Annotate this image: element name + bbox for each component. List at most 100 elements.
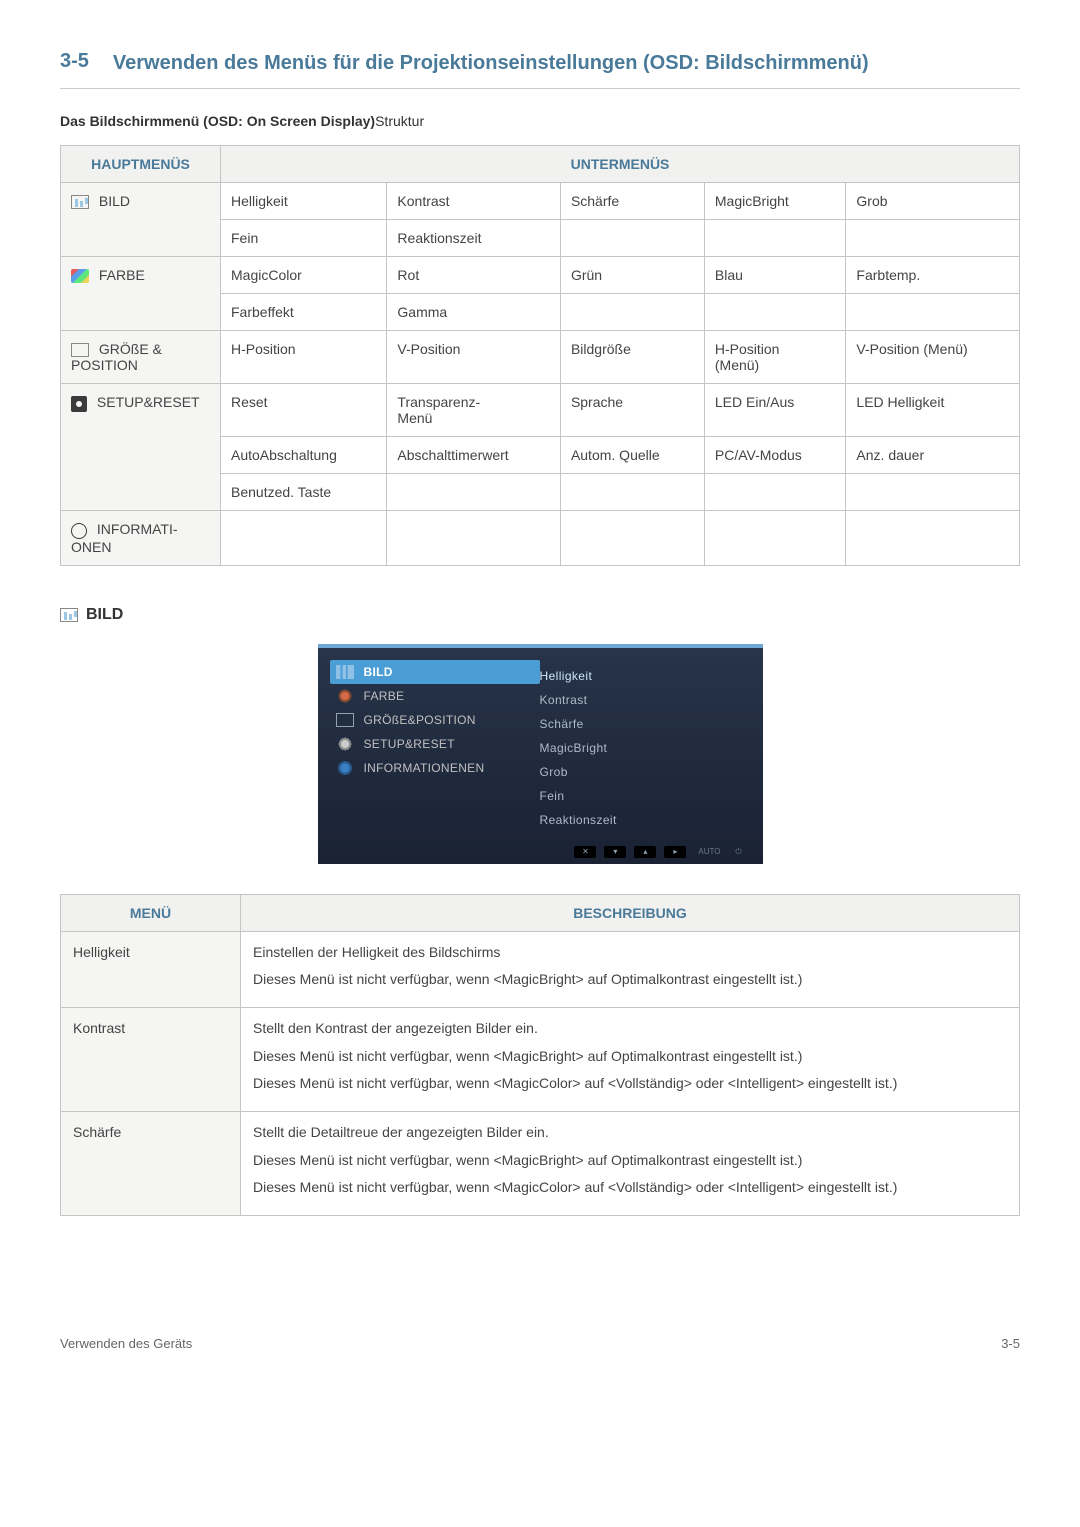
submenu-cell: Blau <box>704 257 846 294</box>
gear-icon <box>336 737 354 751</box>
main-menu-cell: GRÖßE &POSITION <box>61 331 221 384</box>
main-menu-cell: INFORMATI-ONEN <box>61 511 221 565</box>
submenu-cell: V-Position <box>387 331 561 384</box>
osd-right-menu: HelligkeitKontrastSchärfeMagicBrightGrob… <box>540 660 745 834</box>
submenu-cell <box>221 511 387 565</box>
submenu-cell: Abschalttimerwert <box>387 437 561 474</box>
section-title: Verwenden des Menüs für die Projektionse… <box>113 50 869 76</box>
th-main: HAUPTMENÜS <box>61 146 221 183</box>
osd-nav-key[interactable]: ▸ <box>664 846 686 858</box>
osd-nav-key[interactable]: ▾ <box>604 846 626 858</box>
submenu-cell: Bildgröße <box>560 331 704 384</box>
submenu-cell <box>560 474 704 511</box>
osd-menu-item[interactable]: FARBE <box>330 684 540 708</box>
submenu-cell: AutoAbschaltung <box>221 437 387 474</box>
circle-icon <box>336 689 354 703</box>
bild-label-text: BILD <box>86 606 123 624</box>
description-table: MENÜ BESCHREIBUNG HelligkeitEinstellen d… <box>60 894 1020 1217</box>
submenu-cell <box>387 474 561 511</box>
gear-icon <box>71 396 87 412</box>
submenu-cell: Anz. dauer <box>846 437 1020 474</box>
bars-icon <box>336 665 354 679</box>
th-sub: UNTERMENÜS <box>221 146 1020 183</box>
desc-text-cell: Einstellen der Helligkeit des Bildschirm… <box>241 931 1020 1007</box>
footer-left: Verwenden des Geräts <box>60 1336 192 1351</box>
bars-icon <box>71 195 89 209</box>
info-icon <box>71 523 87 539</box>
submenu-cell <box>846 294 1020 331</box>
submenu-cell: Fein <box>221 220 387 257</box>
submenu-cell: Benutzed. Taste <box>221 474 387 511</box>
submenu-cell: Grün <box>560 257 704 294</box>
structure-subheading: Das Bildschirmmenü (OSD: On Screen Displ… <box>60 113 1020 129</box>
osd-left-menu: BILDFARBEGRÖßE&POSITIONSETUP&RESETINFORM… <box>330 660 540 834</box>
submenu-cell <box>704 220 846 257</box>
osd-auto-key[interactable]: AUTO <box>694 846 724 858</box>
desc-menu-cell: Kontrast <box>61 1007 241 1111</box>
submenu-cell: Farbtemp. <box>846 257 1020 294</box>
submenu-cell: PC/AV-Modus <box>704 437 846 474</box>
submenu-cell: LED Ein/Aus <box>704 384 846 437</box>
submenu-cell: Reset <box>221 384 387 437</box>
submenu-cell: Farbeffekt <box>221 294 387 331</box>
osd-submenu-item[interactable]: MagicBright <box>540 738 745 762</box>
main-menu-cell: FARBE <box>61 257 221 331</box>
desc-menu-cell: Helligkeit <box>61 931 241 1007</box>
submenu-cell: H-Position <box>221 331 387 384</box>
osd-power-key[interactable]: ⏻ <box>733 846 745 858</box>
osd-panel: BILDFARBEGRÖßE&POSITIONSETUP&RESETINFORM… <box>318 644 763 864</box>
submenu-cell: Autom. Quelle <box>560 437 704 474</box>
subheading-light: Struktur <box>375 113 424 129</box>
desc-text-cell: Stellt die Detailtreue der angezeigten B… <box>241 1112 1020 1216</box>
osd-submenu-item[interactable]: Helligkeit <box>540 666 745 690</box>
submenu-cell <box>846 511 1020 565</box>
osd-submenu-item[interactable]: Fein <box>540 786 745 810</box>
desc-text-cell: Stellt den Kontrast der angezeigten Bild… <box>241 1007 1020 1111</box>
bild-section-label: BILD <box>60 606 1020 624</box>
submenu-cell: V-Position (Menü) <box>846 331 1020 384</box>
osd-footer: ✕ ▾ ▴ ▸ AUTO ⏻ <box>330 846 745 858</box>
th-menu: MENÜ <box>61 894 241 931</box>
osd-submenu-item[interactable]: Schärfe <box>540 714 745 738</box>
main-menu-cell: SETUP&RESET <box>61 384 221 511</box>
arrows-icon <box>71 343 89 357</box>
submenu-cell: H-Position(Menü) <box>704 331 846 384</box>
submenu-cell: MagicColor <box>221 257 387 294</box>
submenu-cell: LED Helligkeit <box>846 384 1020 437</box>
osd-menu-item[interactable]: GRÖßE&POSITION <box>330 708 540 732</box>
bars-icon <box>60 608 78 622</box>
submenu-cell <box>560 294 704 331</box>
osd-submenu-item[interactable]: Kontrast <box>540 690 745 714</box>
structure-table: HAUPTMENÜS UNTERMENÜS BILDHelligkeitKont… <box>60 145 1020 566</box>
osd-menu-item[interactable]: SETUP&RESET <box>330 732 540 756</box>
info-icon <box>336 761 354 775</box>
submenu-cell: Schärfe <box>560 183 704 220</box>
osd-nav-key[interactable]: ✕ <box>574 846 596 858</box>
submenu-cell <box>846 474 1020 511</box>
osd-submenu-item[interactable]: Grob <box>540 762 745 786</box>
submenu-cell: Kontrast <box>387 183 561 220</box>
submenu-cell: MagicBright <box>704 183 846 220</box>
submenu-cell <box>560 220 704 257</box>
osd-menu-item[interactable]: INFORMATIONENEN <box>330 756 540 780</box>
submenu-cell <box>387 511 561 565</box>
submenu-cell <box>704 294 846 331</box>
th-desc: BESCHREIBUNG <box>241 894 1020 931</box>
osd-submenu-item[interactable]: Reaktionszeit <box>540 810 745 834</box>
submenu-cell: Grob <box>846 183 1020 220</box>
submenu-cell: Reaktionszeit <box>387 220 561 257</box>
main-menu-cell: BILD <box>61 183 221 257</box>
submenu-cell <box>560 511 704 565</box>
osd-menu-item[interactable]: BILD <box>330 660 540 684</box>
osd-nav-key[interactable]: ▴ <box>634 846 656 858</box>
submenu-cell: Sprache <box>560 384 704 437</box>
submenu-cell: Helligkeit <box>221 183 387 220</box>
palette-icon <box>71 269 89 283</box>
square-icon <box>336 713 354 727</box>
subheading-bold: Das Bildschirmmenü (OSD: On Screen Displ… <box>60 113 375 129</box>
submenu-cell: Transparenz-Menü <box>387 384 561 437</box>
footer-right: 3-5 <box>1001 1336 1020 1351</box>
submenu-cell <box>704 511 846 565</box>
page-footer: Verwenden des Geräts 3-5 <box>60 1336 1020 1351</box>
submenu-cell: Gamma <box>387 294 561 331</box>
